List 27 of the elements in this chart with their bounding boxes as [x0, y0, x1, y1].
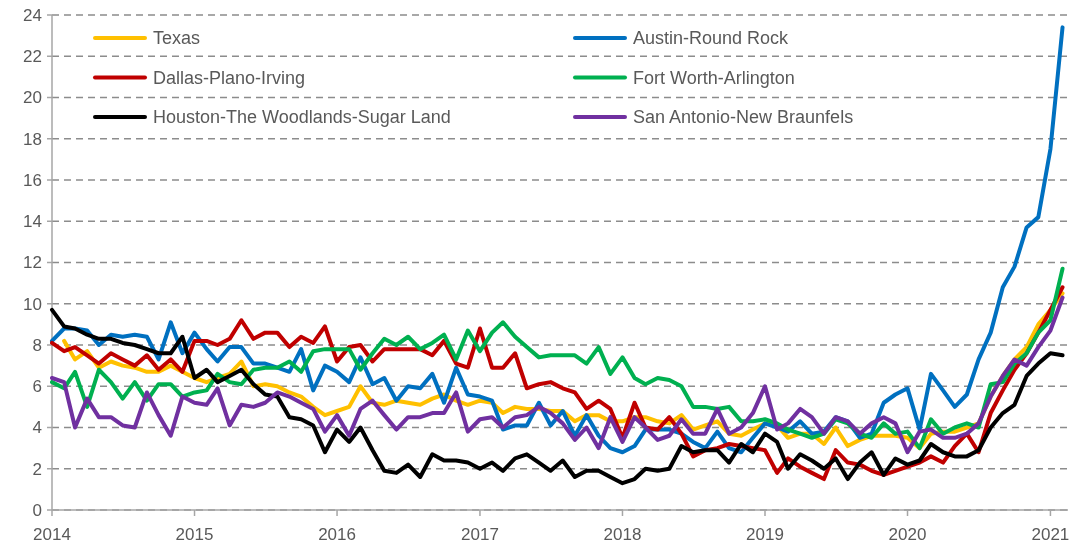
y-tick-label: 2 — [32, 459, 42, 479]
y-tick-label: 10 — [23, 294, 42, 314]
y-tick-label: 18 — [23, 129, 42, 149]
y-tick-label: 8 — [32, 335, 42, 355]
legend-label: Austin-Round Rock — [633, 28, 790, 49]
x-tick-label: 2019 — [746, 525, 784, 544]
x-tick-label: 2015 — [175, 525, 214, 544]
y-tick-label: 22 — [23, 47, 42, 67]
y-tick-label: 0 — [32, 500, 42, 520]
y-tick-label: 24 — [23, 5, 42, 25]
x-tick-label: 2014 — [33, 525, 71, 544]
y-tick-label: 6 — [32, 377, 42, 397]
x-tick-label: 2017 — [461, 525, 499, 544]
y-tick-label: 20 — [23, 88, 42, 108]
y-tick-label: 16 — [23, 170, 42, 190]
x-tick-label: 2020 — [888, 525, 927, 544]
x-tick-label: 2018 — [603, 525, 642, 544]
y-tick-label: 14 — [23, 212, 42, 232]
legend-label: Fort Worth-Arlington — [633, 67, 795, 88]
legend-label: Texas — [153, 28, 201, 49]
y-tick-label: 4 — [32, 418, 42, 438]
y-tick-label: 12 — [23, 253, 42, 273]
legend-label: San Antonio-New Braunfels — [633, 107, 854, 128]
x-tick-label: 2021 — [1031, 525, 1070, 544]
x-tick-label: 2016 — [318, 525, 356, 544]
legend-label: Houston-The Woodlands-Sugar Land — [153, 107, 451, 128]
legend-label: Dallas-Plano-Irving — [153, 67, 306, 88]
